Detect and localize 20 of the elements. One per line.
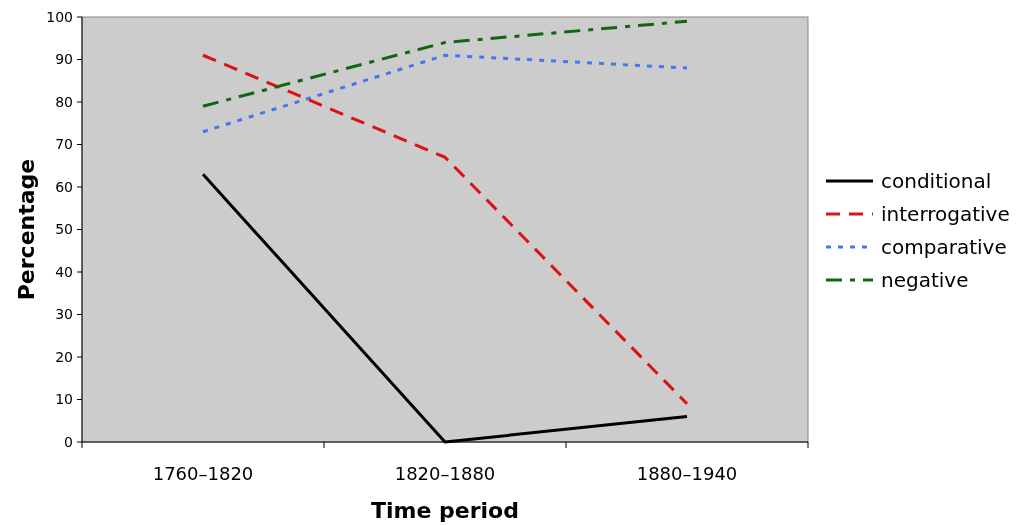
legend-label: negative	[881, 268, 969, 292]
y-tick-label: 0	[64, 433, 73, 450]
legend-label: conditional	[881, 169, 992, 193]
y-tick-label: 20	[55, 348, 73, 365]
y-tick-label: 90	[55, 51, 73, 68]
x-tick-label: 1760–1820	[152, 463, 254, 484]
x-tick-label: 1820–1880	[394, 463, 496, 484]
y-tick-label: 80	[55, 93, 73, 110]
x-tick-label: 1880–1940	[636, 463, 738, 484]
x-axis-title: Time period	[371, 498, 519, 523]
y-tick-label: 10	[55, 391, 73, 408]
y-axis-title: Percentage	[14, 158, 39, 301]
legend-label: interrogative	[881, 202, 1010, 226]
y-tick-label: 40	[55, 263, 73, 280]
y-tick-label: 100	[46, 8, 73, 25]
y-tick-label: 60	[55, 178, 73, 195]
legend-label: comparative	[881, 235, 1007, 259]
y-tick-label: 70	[55, 136, 73, 153]
y-tick-label: 30	[55, 306, 73, 323]
y-tick-label: 50	[55, 221, 73, 238]
